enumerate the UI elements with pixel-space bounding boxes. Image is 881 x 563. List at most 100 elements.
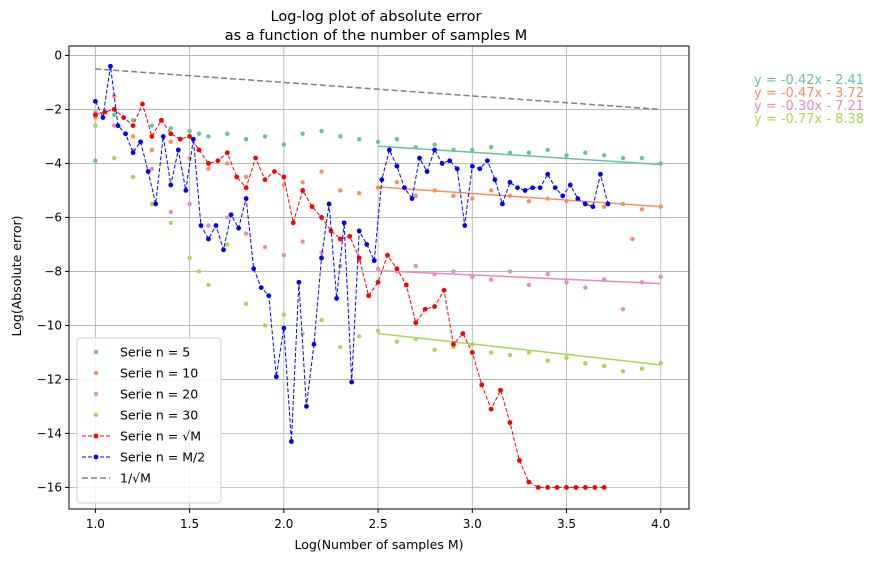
series-point bbox=[590, 204, 596, 210]
scatter-point bbox=[526, 150, 532, 155]
scatter-point bbox=[488, 350, 494, 355]
scatter-point bbox=[545, 358, 550, 363]
series-point bbox=[140, 101, 145, 107]
series-point bbox=[319, 255, 324, 261]
scatter-point bbox=[451, 269, 456, 274]
axes-frame bbox=[68, 45, 690, 510]
series-point bbox=[371, 258, 377, 264]
series-point bbox=[522, 188, 528, 193]
scatter-point bbox=[639, 280, 645, 285]
scatter-point bbox=[394, 136, 400, 142]
scatter-point bbox=[149, 166, 155, 172]
scatter-point bbox=[338, 188, 343, 193]
legend-marker bbox=[93, 370, 99, 376]
scatter-point bbox=[507, 269, 513, 274]
legend-label: 1/√M bbox=[120, 471, 151, 486]
scatter-point bbox=[432, 271, 437, 277]
scatter-point bbox=[451, 147, 456, 153]
scatter-point bbox=[564, 280, 569, 285]
legend-label: Serie n = 30 bbox=[120, 408, 198, 423]
scatter-point bbox=[281, 312, 287, 317]
scatter-point bbox=[526, 199, 532, 204]
scatter-point bbox=[168, 126, 173, 131]
scatter-point bbox=[187, 128, 192, 134]
scatter-point bbox=[168, 220, 173, 226]
series-point bbox=[601, 485, 607, 490]
scatter-point bbox=[300, 331, 305, 336]
axes: 1.0 1.5 2.0 2.5 3.0 3.5 4.0 0 −2 −4 −6 −8 −10 −12 −14 −… bbox=[37, 45, 690, 531]
series-point bbox=[177, 136, 183, 142]
scatter-point bbox=[357, 136, 362, 142]
scatter-point bbox=[281, 253, 287, 258]
series-point bbox=[175, 147, 181, 153]
series-point bbox=[273, 374, 279, 380]
series-point bbox=[130, 123, 136, 129]
scatter-point bbox=[262, 244, 268, 250]
series-point bbox=[432, 304, 437, 309]
scatter-point bbox=[149, 123, 155, 128]
series-point bbox=[366, 293, 372, 299]
scatter-point bbox=[206, 134, 211, 139]
scatter-point bbox=[300, 180, 305, 185]
series-point bbox=[187, 134, 193, 139]
series-point bbox=[349, 379, 355, 385]
scatter-point bbox=[243, 231, 249, 236]
scatter-point bbox=[488, 277, 494, 282]
series-point bbox=[507, 420, 513, 426]
series-point bbox=[385, 252, 390, 258]
x-axis-label: Log(Number of samples M) bbox=[294, 537, 463, 552]
scatter-point bbox=[149, 147, 155, 153]
series-point bbox=[422, 306, 428, 312]
series-point bbox=[451, 341, 456, 347]
legend-label: Serie n = 10 bbox=[120, 366, 198, 381]
x-tick-label: 3.0 bbox=[463, 517, 482, 531]
series-point bbox=[253, 155, 258, 161]
series-point bbox=[304, 404, 309, 409]
series-point bbox=[334, 296, 339, 301]
series-point bbox=[149, 134, 155, 139]
series-point bbox=[507, 179, 513, 185]
series-point bbox=[545, 171, 551, 177]
series-point bbox=[500, 201, 505, 207]
series-point bbox=[160, 134, 166, 139]
scatter-point bbox=[338, 344, 343, 350]
scatter-point bbox=[187, 155, 192, 161]
scatter-point bbox=[583, 285, 588, 290]
series-point bbox=[236, 225, 242, 231]
scatter-point bbox=[545, 196, 550, 201]
series-point bbox=[296, 279, 302, 285]
series-point bbox=[183, 188, 189, 193]
series-point bbox=[326, 201, 332, 207]
series-point bbox=[262, 177, 268, 183]
y-axis-label: Log(Absolute error) bbox=[9, 216, 24, 337]
series-point bbox=[138, 139, 144, 145]
scatter-point bbox=[564, 355, 569, 361]
series-point bbox=[552, 185, 558, 191]
scatter-point bbox=[300, 131, 305, 136]
series-point bbox=[290, 220, 296, 226]
y-tick-label: −10 bbox=[37, 318, 62, 332]
series-point bbox=[121, 115, 127, 120]
scatter-point bbox=[545, 147, 550, 153]
series-point bbox=[424, 169, 430, 174]
scatter-point bbox=[507, 352, 513, 358]
scatter-point bbox=[413, 336, 418, 342]
series-point bbox=[281, 325, 287, 331]
series-point bbox=[498, 387, 503, 393]
scatter-point bbox=[243, 301, 249, 307]
series-point bbox=[347, 233, 353, 239]
series-point bbox=[394, 163, 400, 169]
series-point bbox=[492, 177, 498, 183]
series-point bbox=[477, 166, 483, 172]
scatter-point bbox=[243, 136, 249, 142]
series-point bbox=[462, 223, 468, 228]
scatter-point bbox=[319, 169, 324, 174]
series-point bbox=[215, 158, 221, 164]
series-point bbox=[206, 161, 211, 166]
fit-equations: y = -0.42x - 2.41y = -0.47x - 3.72y = -0… bbox=[754, 73, 864, 127]
series-point bbox=[328, 228, 334, 234]
series-point bbox=[516, 458, 522, 463]
series-point bbox=[537, 185, 543, 191]
series-point bbox=[479, 382, 485, 388]
